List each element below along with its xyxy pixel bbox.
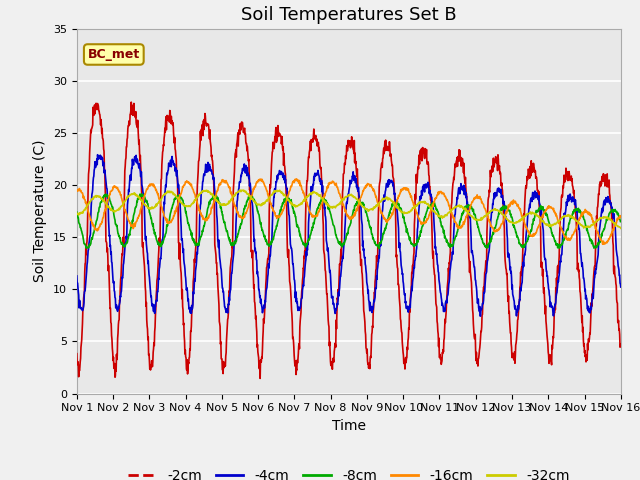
-32cm	[617, 226, 625, 231]
-2cm	[127, 99, 135, 105]
-16cm	[617, 215, 625, 220]
-8cm	[553, 242, 561, 248]
-32cm	[180, 203, 188, 209]
Text: BC_met: BC_met	[88, 48, 140, 61]
-4cm	[505, 252, 513, 257]
-2cm	[256, 375, 264, 381]
X-axis label: Time: Time	[332, 419, 366, 433]
-4cm	[73, 273, 81, 279]
Line: -32cm: -32cm	[77, 191, 621, 228]
-4cm	[93, 152, 101, 157]
-2cm	[505, 311, 513, 316]
-16cm	[73, 188, 81, 193]
-8cm	[138, 191, 145, 197]
Line: -2cm: -2cm	[77, 102, 621, 378]
-32cm	[255, 201, 263, 207]
-4cm	[255, 287, 263, 292]
-16cm	[599, 241, 607, 247]
-2cm	[553, 287, 561, 293]
-8cm	[434, 208, 442, 214]
-8cm	[195, 240, 202, 246]
Y-axis label: Soil Temperature (C): Soil Temperature (C)	[33, 140, 47, 282]
-32cm	[194, 192, 202, 198]
Line: -8cm: -8cm	[77, 194, 621, 249]
-2cm	[617, 342, 625, 348]
-16cm	[553, 213, 561, 218]
-32cm	[203, 188, 211, 193]
-16cm	[505, 202, 513, 208]
-4cm	[181, 266, 189, 272]
-8cm	[73, 209, 81, 215]
-32cm	[434, 211, 442, 217]
Line: -4cm: -4cm	[77, 155, 621, 316]
Line: -16cm: -16cm	[77, 179, 621, 244]
Title: Soil Temperatures Set B: Soil Temperatures Set B	[241, 6, 456, 24]
-4cm	[553, 290, 561, 296]
-2cm	[434, 328, 442, 334]
-2cm	[73, 351, 81, 357]
-2cm	[195, 169, 202, 175]
-16cm	[194, 202, 202, 207]
-4cm	[195, 241, 202, 247]
-8cm	[617, 219, 625, 225]
-32cm	[505, 217, 513, 223]
-8cm	[181, 204, 189, 210]
-16cm	[293, 176, 301, 182]
-4cm	[617, 284, 625, 290]
-8cm	[375, 246, 383, 252]
-4cm	[476, 313, 484, 319]
-8cm	[505, 208, 513, 214]
-4cm	[434, 262, 442, 267]
-16cm	[255, 179, 262, 184]
-2cm	[255, 366, 263, 372]
-8cm	[255, 212, 263, 217]
-16cm	[434, 192, 442, 198]
Legend: -2cm, -4cm, -8cm, -16cm, -32cm: -2cm, -4cm, -8cm, -16cm, -32cm	[122, 464, 575, 480]
-16cm	[180, 182, 188, 188]
-2cm	[181, 351, 189, 357]
-32cm	[73, 210, 81, 216]
-32cm	[553, 220, 561, 226]
